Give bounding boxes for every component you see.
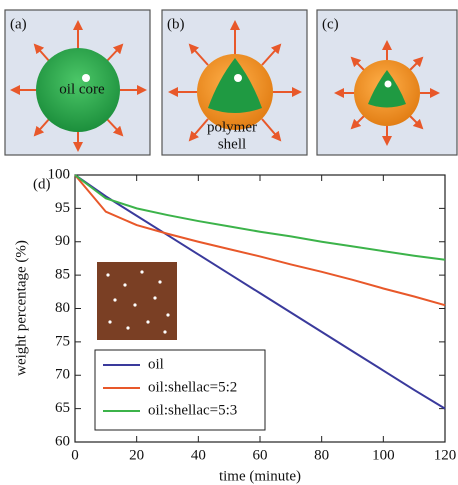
panel-b: (b) polymer shell [162,10,307,155]
legend-label: oil:shellac=5:2 [148,379,237,395]
y-tick-label: 80 [55,300,70,316]
panel-label: (b) [167,16,185,32]
panel-label: (a) [10,16,27,32]
y-tick-label: 75 [55,333,70,349]
panel-text: shell [218,136,246,152]
highlight [385,81,392,88]
x-tick-label: 100 [372,447,395,463]
x-tick-label: 20 [129,447,144,463]
panel-text: oil core [59,81,105,97]
y-axis-label: weight percentage (%) [13,240,29,376]
panel-label: (c) [322,16,339,32]
y-tick-label: 65 [55,400,70,416]
panel-c: (c) [317,10,457,155]
x-axis-label: time (minute) [219,468,301,484]
legend-label: oil:shellac=5:3 [148,402,237,418]
chart: (d) time (minute) weight percentage (%) … [13,166,456,484]
y-tick-label: 70 [55,367,70,383]
figure: (a) oil core (b) polymer shell (c) [0,0,458,485]
x-tick-label: 0 [71,447,79,463]
panel-a: (a) oil core [5,10,150,155]
x-tick-label: 80 [314,447,329,463]
y-tick-label: 60 [55,433,70,449]
y-tick-label: 100 [48,166,71,182]
y-tick-label: 90 [55,233,70,249]
inset-photo [97,262,177,340]
highlight [234,74,242,82]
x-tick-label: 60 [253,447,268,463]
y-tick-label: 85 [55,267,70,283]
x-tick-label: 40 [191,447,206,463]
legend-label: oil [148,356,164,372]
panel-text: polymer [207,119,257,135]
y-tick-label: 95 [55,200,70,216]
x-tick-label: 120 [434,447,457,463]
photo [97,262,177,340]
